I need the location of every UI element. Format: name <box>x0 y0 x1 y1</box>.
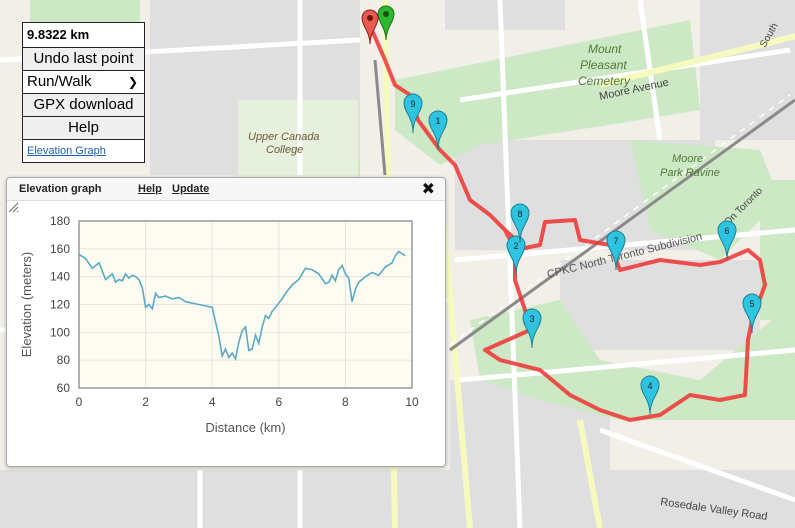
y-tick-label: 120 <box>50 298 70 312</box>
map-label: Pleasant <box>580 58 627 72</box>
close-icon[interactable]: ✖ <box>421 181 435 198</box>
y-tick-label: 80 <box>57 353 71 367</box>
waypoint-marker-7[interactable]: 7 <box>606 230 626 271</box>
map-label: College <box>266 144 303 156</box>
elevation-line <box>78 250 406 362</box>
activity-mode-value: Run/Walk <box>27 73 92 90</box>
y-tick-label: 60 <box>57 381 71 395</box>
elevation-help-link[interactable]: Help <box>138 183 162 195</box>
waypoint-label: 8 <box>517 209 522 219</box>
waypoint-label: 9 <box>410 99 415 109</box>
elevation-graph-panel: Elevation graph Help Update ✖ 0 2 4 6 8 10 60 8… <box>6 177 446 467</box>
help-button[interactable]: Help <box>23 117 144 140</box>
map-label: Mount <box>588 42 622 56</box>
waypoint-marker-3[interactable]: 3 <box>522 308 542 349</box>
chevron-down-icon: ❯ <box>127 75 138 89</box>
waypoint-label: 2 <box>513 241 518 251</box>
x-tick-label: 8 <box>342 395 349 409</box>
map-label: Cemetery <box>578 74 631 88</box>
waypoint-label: 3 <box>529 314 534 324</box>
activity-mode-select[interactable]: Run/Walk ❯ <box>23 71 144 94</box>
waypoint-marker-9[interactable]: 9 <box>403 93 423 134</box>
map-label: Moore <box>672 153 703 165</box>
distance-readout: 9.8322 km <box>23 23 144 48</box>
gpx-download-button[interactable]: GPX download <box>23 94 144 117</box>
x-tick-label: 2 <box>142 395 149 409</box>
elevation-chart: 0 2 4 6 8 10 60 80 100 120 140 160 180 Distance (km) E… <box>19 214 419 435</box>
x-tick-label: 4 <box>209 395 216 409</box>
elevation-update-link[interactable]: Update <box>172 183 210 195</box>
waypoint-marker-5[interactable]: 5 <box>742 293 762 334</box>
waypoint-label: 7 <box>613 236 618 246</box>
waypoint-marker-8[interactable]: 8 <box>510 203 530 244</box>
x-axis-label: Distance (km) <box>205 420 285 435</box>
elevation-panel-header[interactable]: Elevation graph Help Update ✖ <box>7 178 445 201</box>
waypoint-label: 1 <box>435 116 440 126</box>
start-marker[interactable] <box>361 9 379 45</box>
waypoint-marker-4[interactable]: 4 <box>640 375 660 416</box>
map-label: Park Ravine <box>660 167 720 179</box>
resize-grip-icon[interactable] <box>7 201 19 213</box>
y-tick-label: 160 <box>50 242 70 256</box>
y-axis-label: Elevation (meters) <box>19 252 34 357</box>
x-tick-label: 10 <box>405 395 419 409</box>
waypoint-marker-6[interactable]: 6 <box>717 220 737 261</box>
route-control-panel: 9.8322 km Undo last point Run/Walk ❯ GPX… <box>22 22 145 163</box>
waypoint-label: 6 <box>724 226 729 236</box>
y-tick-label: 100 <box>50 325 70 339</box>
waypoint-marker-2[interactable]: 2 <box>506 235 526 276</box>
x-tick-label: 6 <box>275 395 282 409</box>
x-tick-label: 0 <box>76 395 83 409</box>
y-tick-label: 140 <box>50 270 70 284</box>
elevation-graph-link[interactable]: Elevation Graph <box>27 145 106 157</box>
undo-last-point-button[interactable]: Undo last point <box>23 48 144 71</box>
waypoint-label: 4 <box>647 381 652 391</box>
waypoint-marker-1[interactable]: 1 <box>428 110 448 151</box>
end-marker[interactable] <box>377 5 395 41</box>
y-tick-label: 180 <box>50 214 70 228</box>
elevation-panel-title: Elevation graph <box>19 183 102 195</box>
map-label: Upper Canada <box>248 131 320 143</box>
waypoint-label: 5 <box>749 299 754 309</box>
